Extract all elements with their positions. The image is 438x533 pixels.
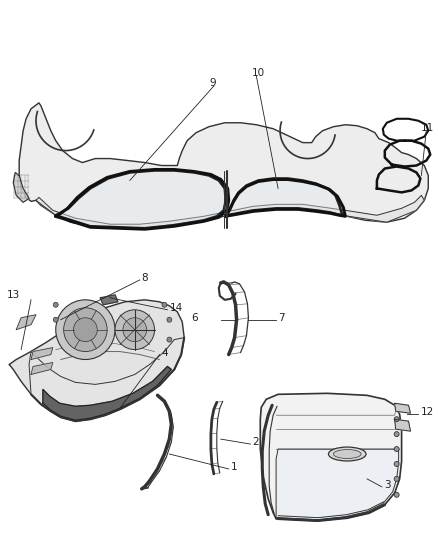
Text: 9: 9 — [209, 78, 215, 88]
Polygon shape — [276, 449, 399, 520]
Circle shape — [115, 310, 155, 350]
Text: 13: 13 — [6, 290, 20, 300]
Text: 6: 6 — [191, 313, 198, 323]
Polygon shape — [260, 393, 402, 521]
Text: 2: 2 — [252, 437, 259, 447]
Circle shape — [56, 300, 115, 360]
Circle shape — [64, 308, 107, 352]
Text: 1: 1 — [231, 462, 237, 472]
Polygon shape — [43, 367, 171, 420]
Text: 11: 11 — [420, 123, 434, 133]
Circle shape — [123, 318, 147, 342]
Polygon shape — [16, 315, 36, 330]
Ellipse shape — [328, 447, 366, 461]
Text: 8: 8 — [142, 273, 148, 283]
Circle shape — [394, 462, 399, 466]
Circle shape — [394, 432, 399, 437]
Circle shape — [394, 492, 399, 497]
Circle shape — [53, 302, 58, 308]
Ellipse shape — [333, 449, 361, 458]
Text: 12: 12 — [420, 407, 434, 417]
Polygon shape — [395, 419, 410, 431]
Circle shape — [394, 417, 399, 422]
Polygon shape — [100, 295, 118, 305]
Polygon shape — [395, 403, 410, 413]
Polygon shape — [29, 337, 184, 421]
Polygon shape — [31, 348, 53, 360]
Polygon shape — [31, 362, 53, 375]
Polygon shape — [13, 173, 29, 203]
Text: 3: 3 — [384, 480, 390, 490]
Circle shape — [167, 317, 172, 322]
Polygon shape — [9, 300, 184, 421]
Circle shape — [162, 302, 167, 308]
Circle shape — [74, 318, 97, 342]
Circle shape — [394, 477, 399, 481]
Polygon shape — [227, 179, 343, 215]
Polygon shape — [19, 103, 428, 228]
Polygon shape — [56, 171, 226, 228]
Circle shape — [53, 317, 58, 322]
Text: 7: 7 — [278, 313, 285, 323]
Text: 10: 10 — [251, 68, 265, 78]
Polygon shape — [36, 196, 424, 228]
Text: 4: 4 — [162, 348, 168, 358]
Circle shape — [394, 447, 399, 451]
Circle shape — [167, 337, 172, 342]
Text: 14: 14 — [170, 303, 183, 313]
